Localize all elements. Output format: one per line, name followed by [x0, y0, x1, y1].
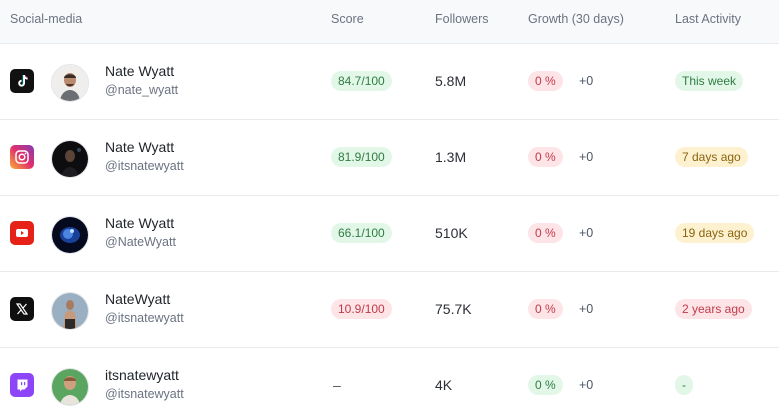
profile-name[interactable]: itsnatewyatt — [105, 367, 179, 383]
score-badge: 84.7/100 — [331, 71, 392, 91]
tiktok-icon — [10, 69, 34, 93]
growth-delta: +0 — [579, 74, 594, 88]
table-row[interactable]: Nate Wyatt @nate_wyatt 84.7/100 5.8M 0 %… — [0, 44, 779, 120]
followers-count: 4K — [435, 377, 453, 393]
twitch-icon — [10, 373, 34, 397]
profile-handle: @itsnatewyatt — [105, 159, 184, 173]
activity-badge: This week — [675, 71, 744, 91]
followers-count: 510K — [435, 225, 468, 241]
youtube-icon — [10, 221, 34, 245]
profile-name[interactable]: NateWyatt — [105, 291, 171, 307]
profile-handle: @itsnatewyatt — [105, 387, 184, 401]
growth-badge: 0 % — [528, 223, 563, 243]
table-row[interactable]: NateWyatt @itsnatewyatt 10.9/100 75.7K 0… — [0, 272, 779, 348]
activity-badge: 2 years ago — [675, 299, 752, 319]
avatar[interactable] — [51, 368, 89, 406]
x-icon — [10, 297, 34, 321]
activity-badge: 7 days ago — [675, 147, 748, 167]
avatar[interactable] — [51, 140, 89, 178]
growth-delta: +0 — [579, 150, 594, 164]
table-row[interactable]: Nate Wyatt @NateWyatt 66.1/100 510K 0 % … — [0, 196, 779, 272]
activity-badge: 19 days ago — [675, 223, 755, 243]
score-empty: – — [333, 377, 341, 393]
profile-name[interactable]: Nate Wyatt — [105, 215, 175, 231]
score-badge: 81.9/100 — [331, 147, 392, 167]
growth-badge: 0 % — [528, 147, 563, 167]
followers-count: 1.3M — [435, 149, 467, 165]
header-growth[interactable]: Growth (30 days) — [528, 12, 624, 26]
followers-count: 5.8M — [435, 73, 467, 89]
profile-name[interactable]: Nate Wyatt — [105, 63, 175, 79]
growth-badge: 0 % — [528, 375, 563, 395]
profile-handle: @nate_wyatt — [105, 83, 179, 97]
avatar[interactable] — [51, 64, 89, 102]
score-badge: 10.9/100 — [331, 299, 392, 319]
table-row[interactable]: Nate Wyatt @itsnatewyatt 81.9/100 1.3M 0… — [0, 120, 779, 196]
profile-handle: @NateWyatt — [105, 235, 176, 249]
table-header: Social-media Score Followers Growth (30 … — [0, 0, 779, 44]
followers-count: 75.7K — [435, 301, 472, 317]
header-followers[interactable]: Followers — [435, 12, 489, 26]
growth-delta: +0 — [579, 226, 594, 240]
header-score[interactable]: Score — [331, 12, 364, 26]
header-social-media[interactable]: Social-media — [10, 12, 83, 26]
avatar[interactable] — [51, 216, 89, 254]
table-row[interactable]: itsnatewyatt @itsnatewyatt – 4K 0 % +0 - — [0, 348, 779, 418]
profile-handle: @itsnatewyatt — [105, 311, 184, 325]
header-last-activity[interactable]: Last Activity — [675, 12, 741, 26]
growth-delta: +0 — [579, 302, 594, 316]
instagram-icon — [10, 145, 34, 169]
growth-badge: 0 % — [528, 71, 563, 91]
growth-badge: 0 % — [528, 299, 563, 319]
avatar[interactable] — [51, 292, 89, 330]
score-badge: 66.1/100 — [331, 223, 392, 243]
growth-delta: +0 — [579, 378, 594, 392]
activity-badge: - — [675, 375, 693, 395]
profile-name[interactable]: Nate Wyatt — [105, 139, 175, 155]
